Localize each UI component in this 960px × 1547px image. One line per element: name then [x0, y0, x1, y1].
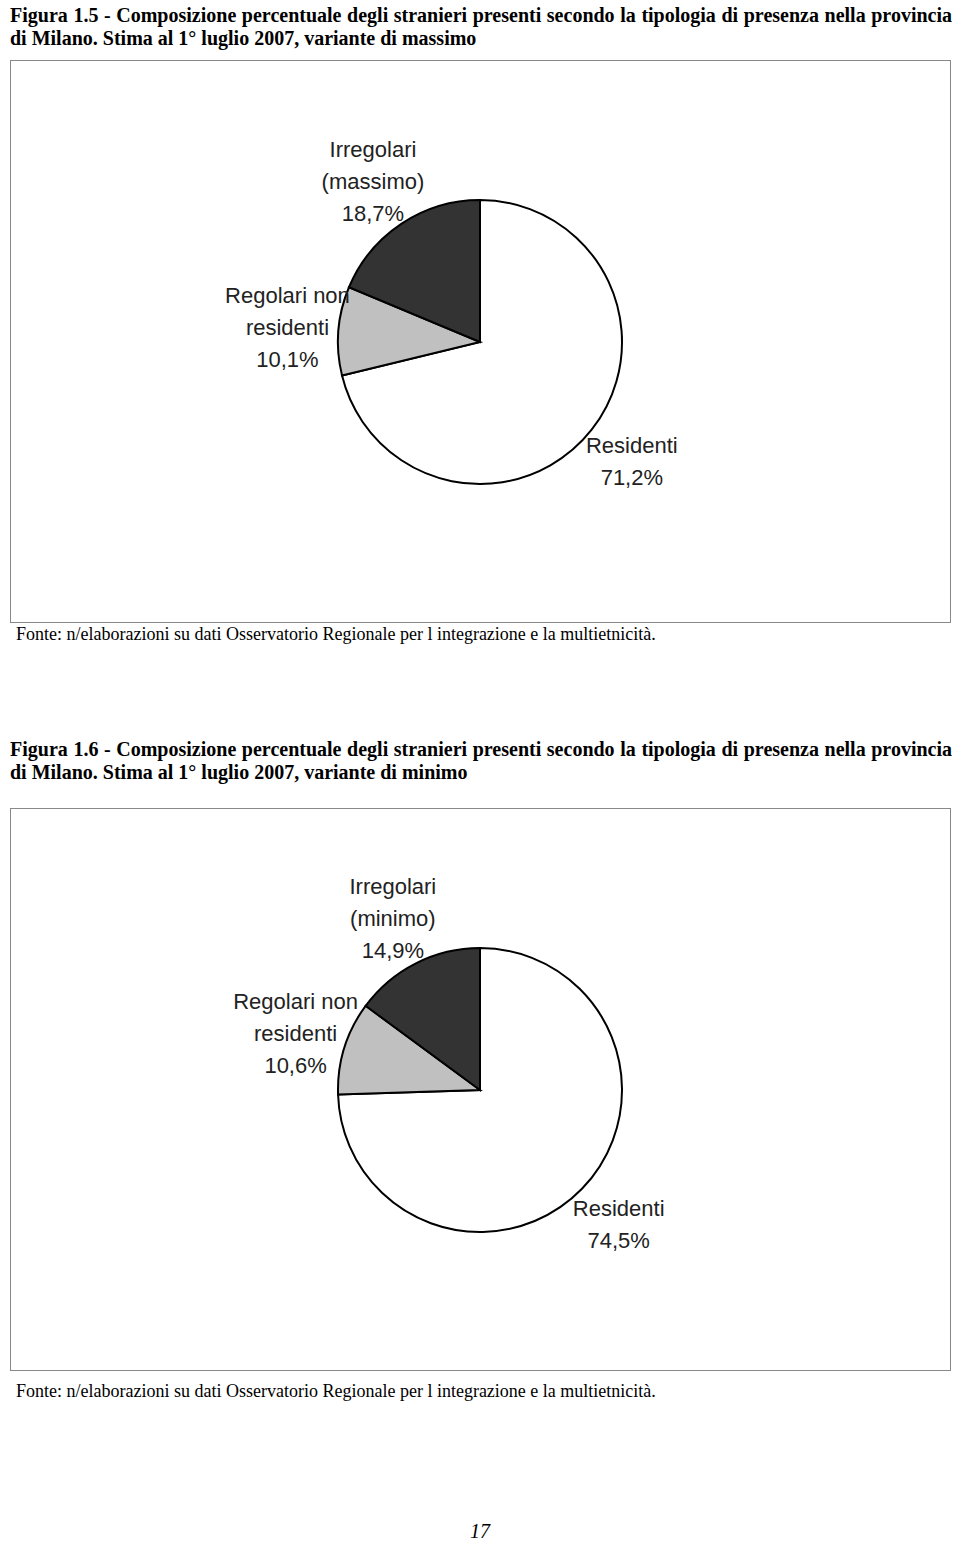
html-text:Figura 1.6 - Composizione perc: Figura 1.6 - Composizione percentuale de…: [10, 738, 952, 783]
html-text:Figura 1.5 - Composizione perc: Figura 1.5 - Composizione percentuale de…: [10, 4, 952, 49]
html-text:Fonte: n/elaborazioni su dati: Fonte: n/elaborazioni su dati Osservator…: [16, 1381, 656, 1401]
svg-text:Regolari nonresidenti10,6%: Regolari nonresidenti10,6%: [233, 989, 358, 1078]
svg-text:Residenti71,2%: Residenti71,2%: [586, 433, 678, 490]
svg-text:Regolari nonresidenti10,1%: Regolari nonresidenti10,1%: [225, 283, 350, 372]
svg-text:Residenti74,5%: Residenti74,5%: [573, 1196, 665, 1253]
html-text:Fonte: n/elaborazioni su dati: Fonte: n/elaborazioni su dati Osservator…: [16, 624, 656, 644]
svg-text:Irregolari(minimo)14,9%: Irregolari(minimo)14,9%: [349, 874, 436, 963]
html-text:17: 17: [470, 1520, 490, 1542]
svg-text:Irregolari(massimo)18,7%: Irregolari(massimo)18,7%: [322, 137, 425, 226]
